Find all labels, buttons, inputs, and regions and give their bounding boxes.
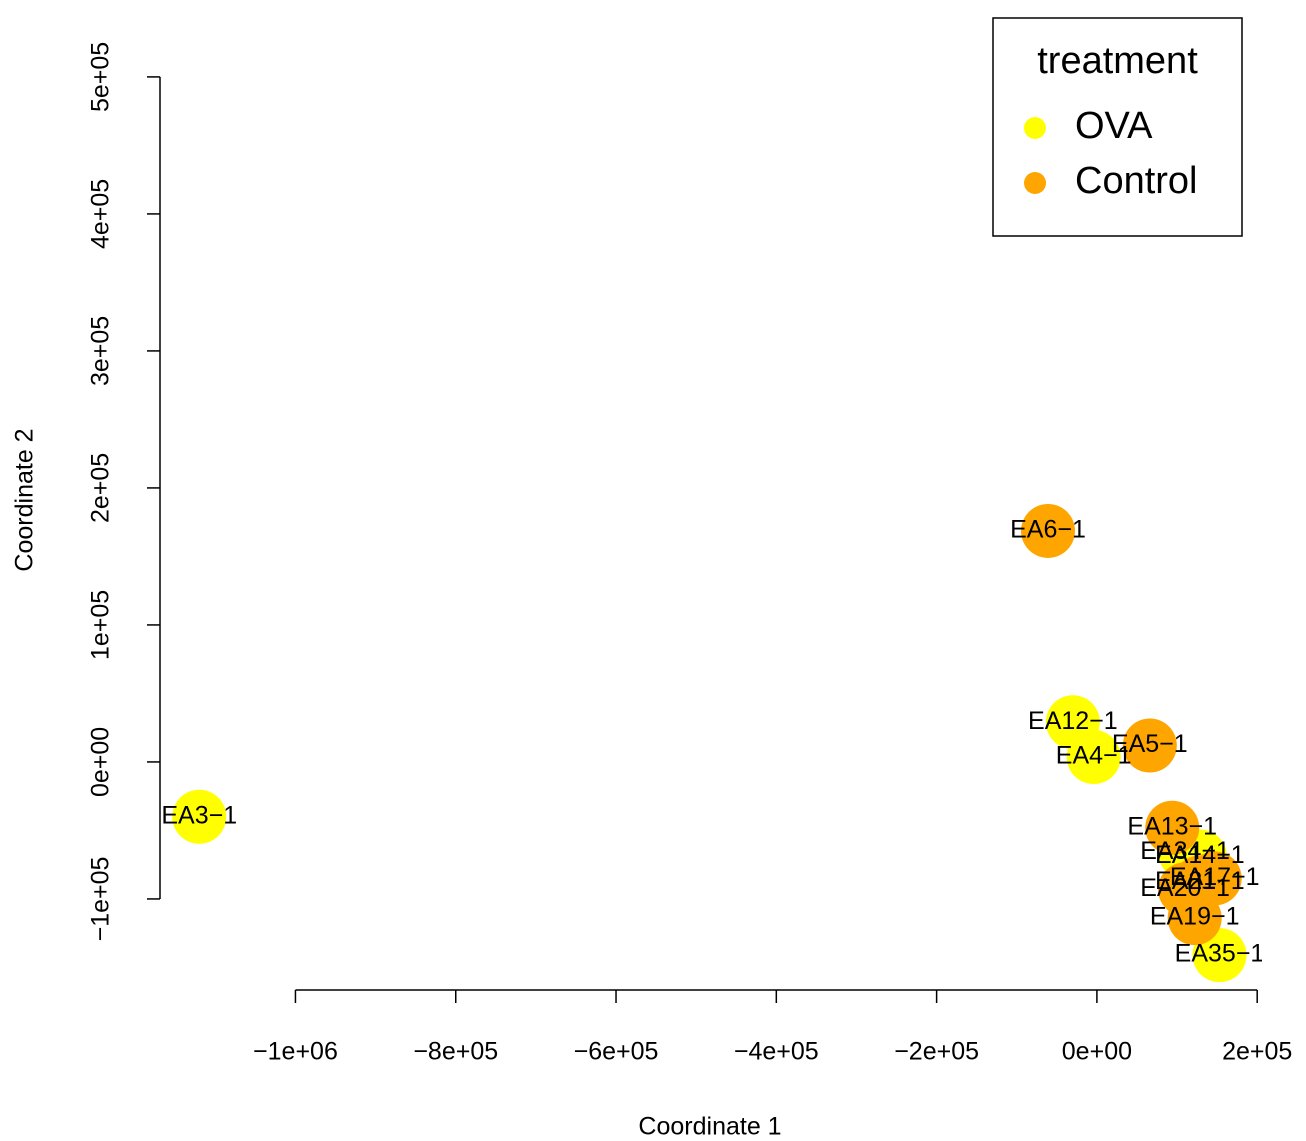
y-axis-title: Coordinate 2 — [11, 428, 39, 571]
point — [172, 789, 227, 844]
x-tick-label: 0e+00 — [1062, 1038, 1132, 1066]
x-tick-label: −8e+05 — [413, 1038, 498, 1066]
plot-area — [172, 18, 1247, 983]
point-label: EA19−1 — [1150, 903, 1240, 931]
point-label: EA6−1 — [1010, 516, 1086, 544]
point-label: EA20−1 — [1140, 874, 1230, 902]
y-tick-label: 0e+00 — [87, 727, 115, 797]
x-tick-label: −2e+05 — [894, 1038, 979, 1066]
point-label: EA13−1 — [1127, 812, 1217, 840]
y-tick-label: 2e+05 — [87, 453, 115, 523]
point — [1066, 730, 1121, 785]
point-label: EA3−1 — [161, 801, 237, 829]
x-tick-label: −6e+05 — [574, 1038, 659, 1066]
point — [1122, 718, 1177, 773]
x-axis-title: Coordinate 1 — [638, 1113, 781, 1141]
y-tick-label: −1e+05 — [87, 857, 115, 942]
point-label: EA21−1 — [1155, 867, 1245, 895]
y-tick-label: 5e+05 — [87, 42, 115, 112]
x-tick-label: −4e+05 — [734, 1038, 819, 1066]
point-label: EA35−1 — [1175, 940, 1265, 968]
point-label: EA5−1 — [1112, 730, 1188, 758]
legend-title: treatment — [1037, 40, 1198, 82]
point-label: EA12−1 — [1028, 707, 1118, 735]
legend-swatch — [1024, 117, 1046, 139]
y-tick-label: 3e+05 — [87, 316, 115, 386]
x-tick-label: −1e+06 — [253, 1038, 338, 1066]
x-tick-label: 2e+05 — [1222, 1038, 1292, 1066]
legend-label: Control — [1075, 160, 1198, 202]
point — [1021, 503, 1076, 558]
point — [1167, 891, 1222, 946]
legend-swatch — [1024, 172, 1046, 194]
point — [1145, 800, 1200, 855]
y-tick-label: 4e+05 — [87, 179, 115, 249]
point-label: EA17−1 — [1170, 863, 1260, 891]
point-label: EA34−1 — [1140, 837, 1230, 865]
point-label: EA14−1 — [1155, 841, 1245, 869]
point-label: EA4−1 — [1056, 742, 1132, 770]
y-tick-label: 1e+05 — [87, 590, 115, 660]
legend-label: OVA — [1075, 105, 1153, 147]
